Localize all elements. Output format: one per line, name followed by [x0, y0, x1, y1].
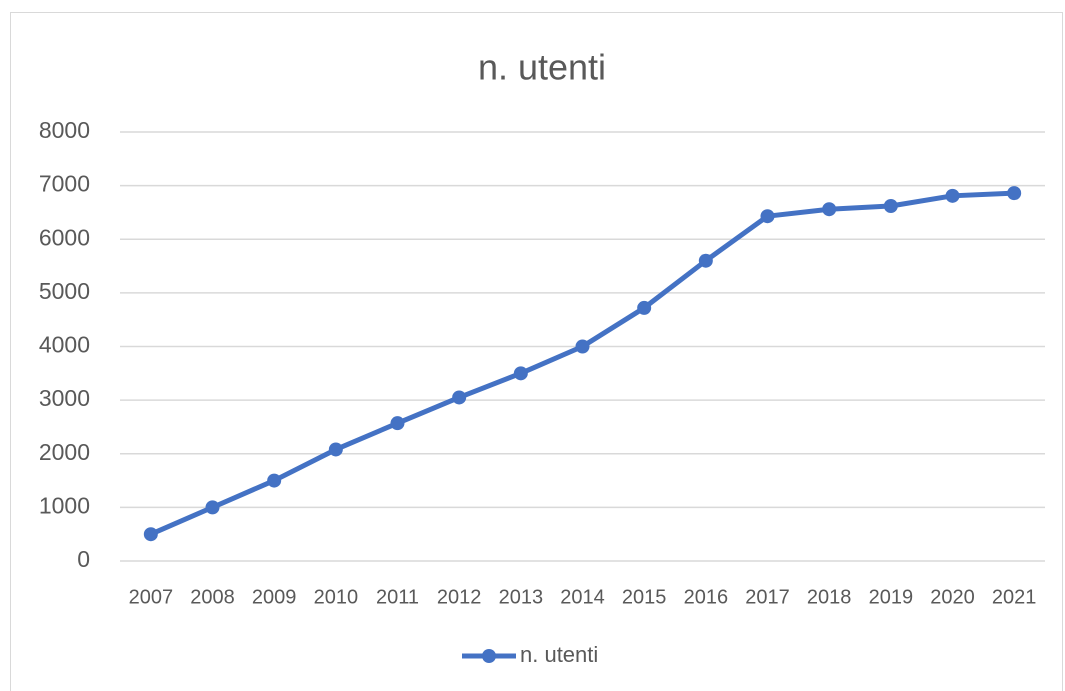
x-tick-label: 2007 [129, 586, 174, 608]
data-point [205, 500, 220, 515]
data-point [328, 442, 343, 457]
y-tick-label: 1000 [39, 492, 90, 518]
data-point [267, 473, 282, 488]
x-tick-label: 2018 [807, 586, 852, 608]
data-point [945, 188, 960, 203]
data-point [637, 300, 652, 315]
data-point [452, 390, 467, 405]
y-tick-label: 8000 [39, 117, 90, 143]
data-point [575, 339, 590, 354]
data-point [883, 199, 898, 214]
data-point [760, 209, 775, 224]
data-point [513, 366, 528, 381]
x-tick-label: 2011 [376, 586, 419, 608]
y-tick-label: 7000 [39, 171, 90, 197]
x-tick-label: 2017 [745, 586, 790, 608]
y-tick-label: 3000 [39, 385, 90, 411]
data-point [698, 253, 713, 268]
y-tick-label: 0 [77, 546, 90, 572]
x-tick-label: 2008 [190, 586, 235, 608]
x-tick-label: 2016 [684, 586, 729, 608]
data-point [390, 416, 405, 431]
x-tick-label: 2013 [499, 586, 544, 608]
chart-title: n. utenti [478, 47, 606, 88]
y-tick-label: 6000 [39, 224, 90, 250]
legend-marker [482, 649, 496, 663]
x-tick-label: 2015 [622, 586, 667, 608]
y-tick-label: 2000 [39, 439, 90, 465]
legend-label: n. utenti [520, 642, 598, 667]
data-point [822, 202, 837, 217]
x-tick-label: 2021 [992, 586, 1037, 608]
x-tick-label: 2019 [869, 586, 914, 608]
y-tick-label: 4000 [39, 332, 90, 358]
x-tick-label: 2010 [314, 586, 359, 608]
y-tick-label: 5000 [39, 278, 90, 304]
data-point [1007, 186, 1022, 201]
data-point [143, 527, 158, 542]
chart-border [10, 12, 1063, 691]
x-tick-label: 2012 [437, 586, 482, 608]
x-tick-label: 2009 [252, 586, 297, 608]
x-tick-label: 2014 [560, 586, 605, 608]
x-tick-label: 2020 [930, 586, 975, 608]
